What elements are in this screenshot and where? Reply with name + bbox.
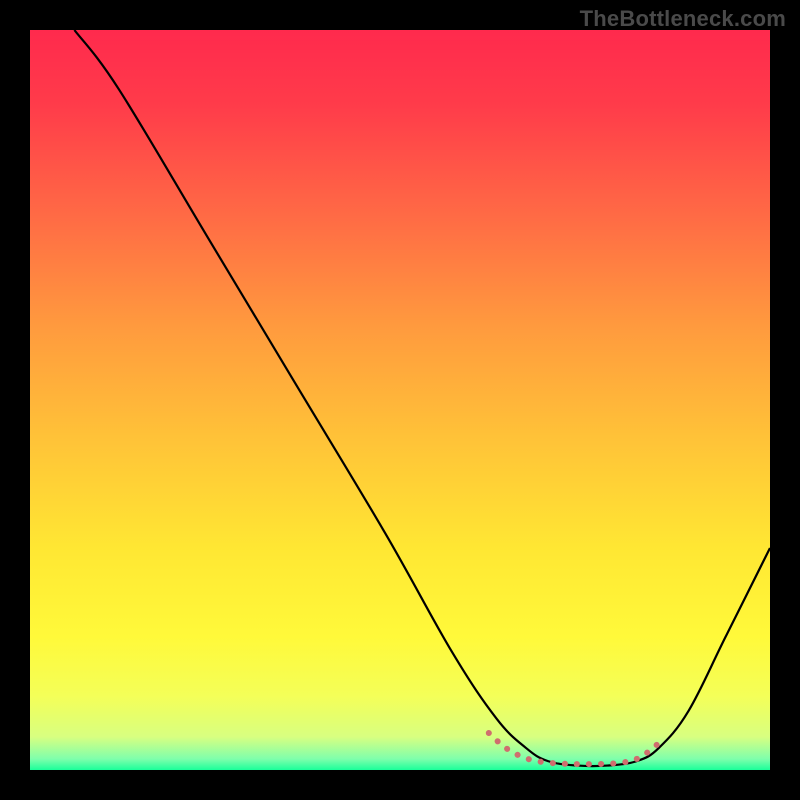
watermark-text: TheBottleneck.com (580, 6, 786, 32)
plot-background (30, 30, 770, 770)
chart-container: TheBottleneck.com (0, 0, 800, 800)
bottleneck-curve-chart (0, 0, 800, 800)
